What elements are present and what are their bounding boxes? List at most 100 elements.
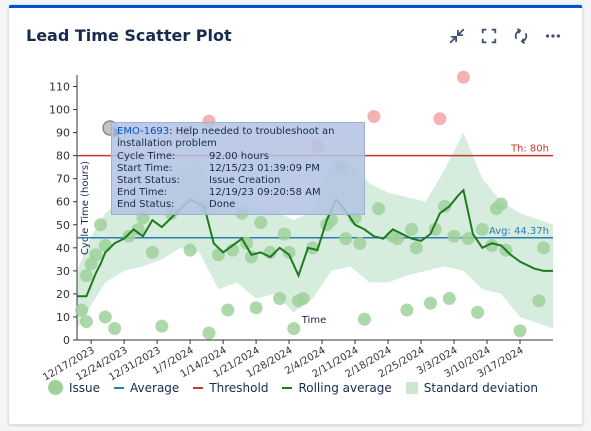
- issue-point: [409, 241, 423, 255]
- tooltip-label: Start Status:: [117, 175, 180, 186]
- rolling-average-swatch: [282, 386, 293, 389]
- tooltip-row: Start Status: Issue Creation: [117, 175, 359, 187]
- issue-point: [339, 232, 353, 246]
- y-tick-label: 80: [56, 150, 70, 163]
- y-tick-label: 10: [56, 311, 70, 324]
- issue-point: [296, 292, 310, 306]
- issue-point: [89, 248, 103, 262]
- tooltip-value: 92.00 hours: [209, 151, 269, 162]
- issue-point: [122, 229, 136, 243]
- issue-point: [471, 305, 485, 319]
- issue-swatch: [48, 380, 63, 395]
- average-label: Avg: 44.37h: [489, 226, 549, 237]
- legend-label: Average: [130, 380, 180, 395]
- issue-point: [202, 326, 216, 340]
- threshold-swatch: [193, 386, 204, 389]
- legend-item-issue[interactable]: Issue: [48, 380, 100, 395]
- y-tick-label: 40: [56, 242, 70, 255]
- issue-point: [353, 236, 367, 250]
- issue-point: [277, 227, 291, 241]
- issue-point: [221, 303, 235, 317]
- issue-point: [461, 232, 475, 246]
- tooltip-value: Done: [209, 199, 236, 210]
- issue-point: [273, 292, 287, 306]
- collapse-button[interactable]: [446, 25, 468, 47]
- issue-point: [282, 245, 296, 259]
- issue-point: [357, 312, 371, 326]
- widget-title: Lead Time Scatter Plot: [26, 26, 232, 45]
- issue-point: [433, 112, 447, 126]
- issue-point: [79, 268, 93, 282]
- legend-item-standard-deviation[interactable]: Standard deviation: [405, 380, 538, 395]
- x-axis-label: Time: [301, 315, 326, 326]
- tooltip-label: End Time:: [117, 187, 168, 198]
- issue-point: [532, 294, 546, 308]
- tooltip-row: End Status: Done: [117, 199, 359, 211]
- issue-point: [438, 199, 452, 213]
- issue-point: [155, 319, 169, 333]
- issue-point: [287, 321, 301, 335]
- issue-point: [211, 248, 225, 262]
- issue-point: [108, 321, 122, 335]
- threshold-label: Th: 80h: [510, 144, 549, 155]
- legend-label: Threshold: [209, 380, 269, 395]
- issue-point: [98, 239, 112, 253]
- issue-point: [423, 296, 437, 310]
- fullscreen-button[interactable]: [478, 25, 500, 47]
- refresh-button[interactable]: [510, 25, 532, 47]
- legend-item-average[interactable]: Average: [114, 381, 179, 395]
- issue-point: [367, 109, 381, 123]
- issue-point: [306, 241, 320, 255]
- y-tick-label: 110: [49, 81, 70, 94]
- y-tick-label: 30: [56, 265, 70, 278]
- issue-point: [94, 218, 108, 232]
- issue-point: [475, 222, 489, 236]
- more-button[interactable]: [542, 25, 564, 47]
- issue-point: [400, 303, 414, 317]
- issue-point: [131, 222, 145, 236]
- tooltip-value: Issue Creation: [209, 175, 281, 186]
- tooltip-label: Cycle Time:: [117, 151, 176, 162]
- widget-actions: [446, 25, 564, 47]
- legend-item-threshold[interactable]: Threshold: [193, 381, 268, 395]
- issue-point: [183, 243, 197, 257]
- tooltip-header: EMO-1693: Help needed to troubleshoot an…: [117, 126, 359, 150]
- issue-point: [249, 301, 263, 315]
- tooltip-value: 12/19/23 09:20:58 AM: [209, 187, 321, 198]
- tooltip-row: Cycle Time: 92.00 hours: [117, 151, 359, 163]
- widget-accent-bar: [9, 5, 582, 8]
- rolling-average-line: [77, 188, 553, 298]
- issue-tooltip: EMO-1693: Help needed to troubleshoot an…: [111, 122, 365, 215]
- y-tick-label: 50: [56, 219, 70, 232]
- issue-point: [98, 310, 112, 324]
- issue-point: [513, 324, 527, 338]
- y-tick-label: 90: [56, 127, 70, 140]
- average-swatch: [114, 386, 125, 389]
- y-tick-label: 60: [56, 196, 70, 209]
- legend-label: Standard deviation: [423, 380, 538, 395]
- issue-point: [75, 303, 89, 317]
- legend-label: Issue: [69, 380, 101, 395]
- issue-point: [254, 215, 268, 229]
- issue-point: [390, 232, 404, 246]
- tooltip-row: Start Time: 12/15/23 01:39:09 PM: [117, 163, 359, 175]
- tooltip-label: End Status:: [117, 199, 175, 210]
- fullscreen-icon: [481, 28, 497, 44]
- legend-item-rolling-average[interactable]: Rolling average: [282, 381, 392, 395]
- issue-point: [537, 241, 551, 255]
- issue-point: [244, 250, 258, 264]
- issue-point: [456, 70, 470, 84]
- tooltip-issue-summary: : Help needed to troubleshoot an install…: [117, 126, 335, 149]
- y-axis-label: Cycle Time (hours): [80, 161, 91, 255]
- tooltip-issue-key[interactable]: EMO-1693: [117, 126, 170, 137]
- tooltip-label: Start Time:: [117, 163, 173, 174]
- y-tick-label: 20: [56, 288, 70, 301]
- tooltip-value: 12/15/23 01:39:09 PM: [209, 163, 320, 174]
- y-tick-label: 0: [63, 334, 70, 347]
- y-tick-label: 100: [49, 104, 70, 117]
- issue-point: [494, 197, 508, 211]
- std-dev-swatch: [405, 381, 418, 394]
- issue-point: [372, 202, 386, 216]
- tooltip-row: End Time: 12/19/23 09:20:58 AM: [117, 187, 359, 199]
